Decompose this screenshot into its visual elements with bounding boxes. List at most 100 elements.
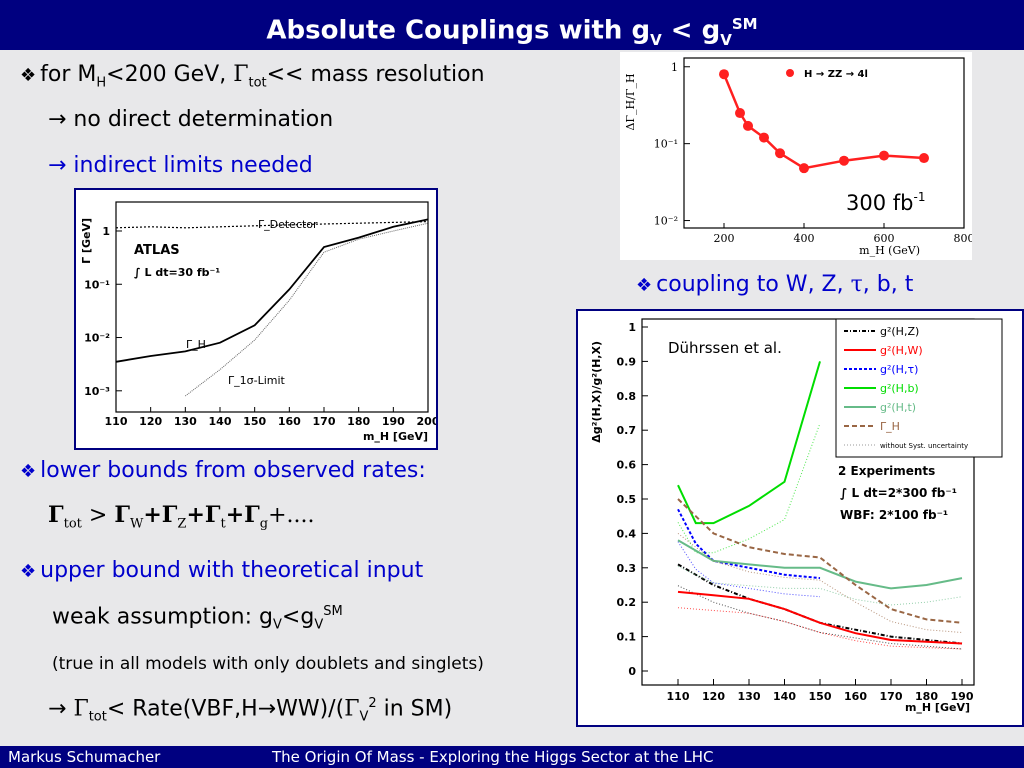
x-axis-label: m_H [GeV] [905, 701, 970, 714]
wbf-label: WBF: 2*100 fb⁻¹ [840, 508, 948, 522]
coupling-nosyst-line-3 [677, 423, 821, 554]
gamma-limit-label: Γ_1σ-Limit [228, 374, 286, 387]
x-tick-label: 130 [174, 415, 197, 428]
zz-data-point [775, 148, 785, 159]
x-tick-label: 180 [347, 415, 370, 428]
figure-atlas-width: Γ [GeV] m_H [GeV] ATLAS ∫ L dt=30 fb⁻¹ Γ… [74, 188, 438, 450]
x-tick-label: 140 [209, 415, 232, 428]
coupling-line-1 [677, 590, 963, 645]
legend-label-nosyst: without Syst. uncertainty [880, 442, 968, 450]
bullet-upper-bound: ❖ upper bound with theoretical input [20, 558, 424, 583]
legend-label: g²(H,Z) [880, 325, 919, 338]
legend-label: g²(H,W) [880, 344, 923, 357]
author-label: Dührssen et al. [668, 339, 782, 357]
x-tick-label: 170 [313, 415, 336, 428]
coupling-nosyst-line-5 [677, 533, 963, 633]
coupling-line-2 [677, 508, 821, 580]
zz-data-point [735, 108, 745, 119]
y-tick-label: 0.4 [617, 527, 637, 540]
figure-couplings: Δg²(H,X)/g²(H,X) m_H [GeV] Dührssen et a… [576, 309, 1024, 727]
lumi-300-label: 300 fb-1 [846, 190, 925, 215]
footer: Markus Schumacher The Origin Of Mass - E… [0, 746, 1024, 768]
legend-label: g²(H,τ) [880, 363, 918, 376]
atlas-width-chart: Γ [GeV] m_H [GeV] ATLAS ∫ L dt=30 fb⁻¹ Γ… [80, 201, 436, 443]
legend-marker [786, 69, 794, 77]
x-tick-label: 140 [773, 690, 796, 703]
sub-bullet-gamma-sum: Γtot > ΓW+ΓZ+Γt+Γg+.... [48, 502, 315, 532]
y-axis-label: Δg²(H,X)/g²(H,X) [590, 341, 603, 443]
figure-zz-width: ΔΓ_H/Γ_H m_H (GeV) H → ZZ → 4l 300 fb-1 … [620, 52, 972, 260]
experiments-label: 2 Experiments [838, 464, 935, 478]
x-tick-label: 170 [880, 690, 903, 703]
coupling-line-3 [677, 361, 821, 525]
sub-bullet-doublets: (true in all models with only doublets a… [52, 654, 484, 674]
zz-data-point [719, 69, 729, 80]
lumi-label: ∫ L dt=2*300 fb⁻¹ [840, 486, 957, 500]
luminosity-label: ∫ L dt=30 fb⁻¹ [134, 266, 220, 279]
zz-data-point [799, 163, 809, 174]
y-tick-label: 0.5 [617, 493, 637, 506]
bullet-lower-bounds: ❖ lower bounds from observed rates: [20, 458, 426, 483]
couplings-chart: Δg²(H,X)/g²(H,X) m_H [GeV] Dührssen et a… [590, 318, 1003, 714]
y-tick-label: 10⁻² [654, 215, 678, 228]
coupling-line-0 [677, 563, 963, 645]
legend-label: H → ZZ → 4l [804, 69, 868, 80]
x-tick-label: 150 [809, 690, 832, 703]
y-tick-label: 1 [628, 321, 636, 334]
series-line-2 [184, 222, 429, 397]
x-tick-label: 110 [105, 415, 128, 428]
y-tick-label: 0.3 [617, 562, 637, 575]
x-tick-label: 200 [417, 415, 436, 428]
coupling-nosyst-line-1 [677, 607, 963, 650]
x-tick-label: 120 [702, 690, 725, 703]
y-tick-label: 10⁻² [84, 332, 110, 345]
x-tick-label: 600 [874, 232, 895, 245]
coupling-line-4 [677, 539, 963, 590]
x-tick-label: 150 [243, 415, 266, 428]
legend-label: g²(H,t) [880, 401, 916, 414]
x-axis-label: m_H (GeV) [859, 244, 920, 257]
x-tick-label: 190 [951, 690, 974, 703]
x-tick-label: 130 [738, 690, 761, 703]
x-tick-label: 160 [278, 415, 301, 428]
zz-data-point [879, 150, 889, 161]
y-axis-label: Γ [GeV] [80, 218, 93, 264]
y-tick-label: 0.2 [617, 596, 637, 609]
bullet-mass-resolution: ❖ for MH<200 GeV, Γtot<< mass resolution [20, 62, 485, 91]
x-tick-label: 120 [139, 415, 162, 428]
x-tick-label: 400 [794, 232, 815, 245]
legend-label: g²(H,b) [880, 382, 919, 395]
coupling-nosyst-line-2 [677, 541, 821, 598]
x-tick-label: 160 [844, 690, 867, 703]
sub-bullet-weak-assumption: weak assumption: gV<gVSM [52, 604, 343, 633]
x-tick-label: 180 [915, 690, 938, 703]
legend-label: Γ_H [880, 420, 900, 433]
author-box [664, 335, 820, 359]
y-tick-label: 1 [671, 61, 678, 74]
y-tick-label: 0.9 [617, 355, 637, 368]
coupling-nosyst-line-4 [677, 565, 963, 606]
coupling-nosyst-line-0 [677, 585, 963, 650]
y-tick-label: 0.8 [617, 390, 637, 403]
bullet-coupling: ❖ coupling to W, Z, τ, b, t [636, 272, 914, 297]
sub-bullet-indirect: → indirect limits needed [48, 153, 313, 178]
y-axis-label: ΔΓ_H/Γ_H [624, 73, 637, 130]
x-tick-label: 190 [382, 415, 405, 428]
zz-data-point [759, 132, 769, 143]
y-tick-label: 0 [628, 665, 636, 678]
y-tick-label: 0.6 [617, 459, 637, 472]
y-tick-label: 10⁻¹ [84, 278, 110, 291]
lumi-box [840, 186, 958, 216]
y-tick-label: 1 [102, 225, 110, 238]
series-line-0 [115, 221, 429, 229]
footer-talk-title: The Origin Of Mass - Exploring the Higgs… [272, 748, 714, 766]
series-line-1 [115, 218, 429, 363]
x-tick-label: 110 [667, 690, 690, 703]
y-tick-label: 0.7 [617, 424, 637, 437]
atlas-label: ATLAS [134, 243, 180, 258]
sub-bullet-no-direct: → no direct determination [48, 107, 334, 132]
x-axis-label: m_H [GeV] [363, 430, 428, 443]
x-tick-label: 200 [714, 232, 735, 245]
y-tick-label: 10⁻¹ [654, 138, 678, 151]
zz-series-line [722, 73, 925, 170]
